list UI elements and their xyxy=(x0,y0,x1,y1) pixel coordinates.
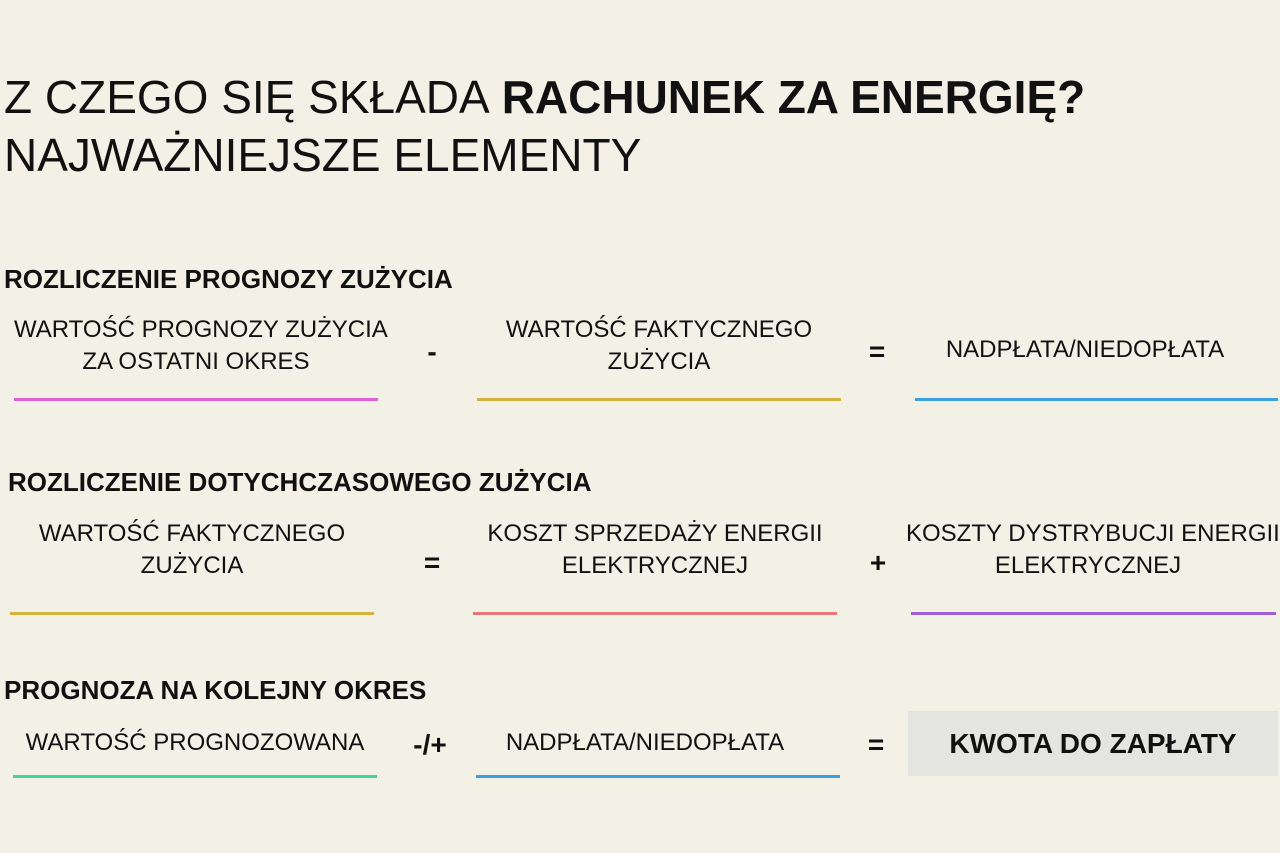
title: Z CZEGO SIĘ SKŁADA RACHUNEK ZA ENERGIĘ? xyxy=(4,70,1085,124)
term-line: ELEKTRYCZNEJ xyxy=(994,552,1182,579)
term-line: KOSZTY DYSTRYBUCJI ENERGII xyxy=(906,520,1280,547)
underline xyxy=(473,612,837,615)
term: NADPŁATA/NIEDOPŁATA xyxy=(463,727,827,759)
operator: - xyxy=(427,336,437,367)
term: KOSZTY DYSTRYBUCJI ENERGII ELEKTRYCZNEJ xyxy=(906,518,1280,582)
underline xyxy=(14,398,378,401)
term: NADPŁATA/NIEDOPŁATA xyxy=(903,334,1267,366)
term-line: WARTOŚĆ FAKTYCZNEGO xyxy=(505,316,813,343)
term-line: ELEKTRYCZNEJ xyxy=(561,552,749,579)
term: KOSZT SPRZEDAŻY ENERGII ELEKTRYCZNEJ xyxy=(473,518,837,582)
underline xyxy=(915,398,1278,401)
underline xyxy=(10,612,374,615)
underline xyxy=(911,612,1276,615)
section-heading: PROGNOZA NA KOLEJNY OKRES xyxy=(4,675,427,705)
term-line: NADPŁATA/NIEDOPŁATA xyxy=(505,729,785,756)
term-line: KOSZT SPRZEDAŻY ENERGII xyxy=(487,520,823,547)
operator: + xyxy=(869,547,887,578)
term-line: ZUŻYCIA xyxy=(607,348,711,375)
operator: = xyxy=(868,336,886,367)
underline xyxy=(13,775,377,778)
term: WARTOŚĆ FAKTYCZNEGO ZUŻYCIA xyxy=(477,314,841,378)
result-box: KWOTA DO ZAPŁATY xyxy=(908,711,1278,776)
underline xyxy=(476,775,840,778)
term-line: WARTOŚĆ PROGNOZY ZUŻYCIA xyxy=(14,316,388,343)
term: WARTOŚĆ FAKTYCZNEGO ZUŻYCIA xyxy=(10,518,374,582)
term-line: ZUŻYCIA xyxy=(140,552,244,579)
subtitle: NAJWAŻNIEJSZE ELEMENTY xyxy=(4,129,642,181)
section-heading: ROZLICZENIE DOTYCHCZASOWEGO ZUŻYCIA xyxy=(8,467,592,497)
section-heading: ROZLICZENIE PROGNOZY ZUŻYCIA xyxy=(4,264,453,294)
operator: -/+ xyxy=(413,729,447,760)
term: WARTOŚĆ PROGNOZY ZUŻYCIA ZA OSTATNI OKRES xyxy=(14,314,388,378)
underline xyxy=(477,398,841,401)
term: WARTOŚĆ PROGNOZOWANA xyxy=(13,727,377,759)
term-line: NADPŁATA/NIEDOPŁATA xyxy=(945,336,1225,363)
operator: = xyxy=(867,729,885,760)
term-line: ZA OSTATNI OKRES xyxy=(82,348,310,375)
title-regular: Z CZEGO SIĘ SKŁADA xyxy=(4,71,490,123)
term-line: WARTOŚĆ FAKTYCZNEGO xyxy=(38,520,346,547)
title-bold: RACHUNEK ZA ENERGIĘ? xyxy=(501,71,1086,123)
operator: = xyxy=(423,547,441,578)
term-line: WARTOŚĆ PROGNOZOWANA xyxy=(25,729,365,756)
